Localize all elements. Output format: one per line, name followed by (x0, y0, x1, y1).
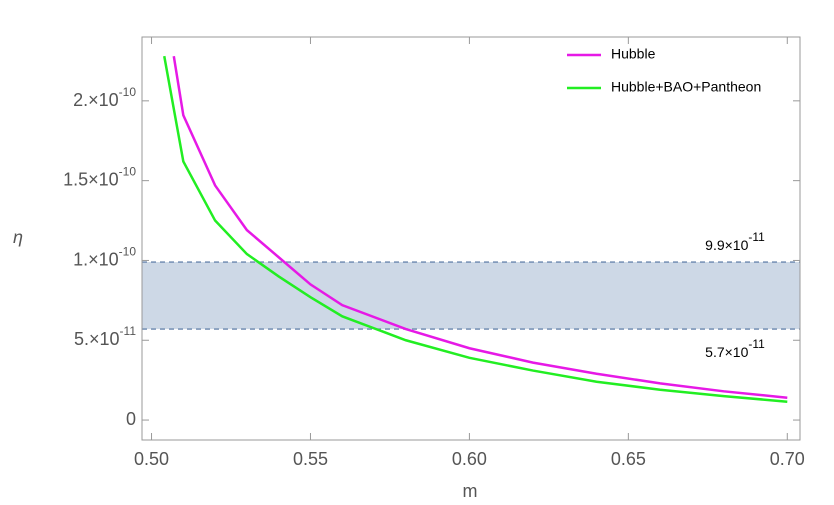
y-tick-label: 0 (126, 409, 136, 429)
y-tick-label-base: 5.×10 (74, 329, 120, 349)
y-tick-label: 2.×10-10 (73, 85, 136, 110)
y-tick-label-base: 2.×10 (73, 90, 119, 110)
y-tick-label-exponent: -10 (119, 165, 137, 179)
band-label-base: 5.7×10 (705, 344, 748, 360)
x-tick-label: 0.55 (293, 449, 328, 469)
y-tick-label-exponent: -11 (120, 324, 137, 338)
y-tick-label-base: 1.5×10 (63, 169, 119, 189)
x-tick-label: 0.65 (611, 449, 646, 469)
band (142, 262, 800, 330)
x-axis-label: m (463, 481, 478, 501)
line (172, 55, 788, 399)
x-tick-label: 0.50 (134, 449, 169, 469)
x-tick-label: 0.60 (452, 449, 487, 469)
line (163, 55, 788, 403)
y-tick-label: 1.×10-10 (73, 245, 136, 270)
band-label: 5.7×10-11 (705, 337, 765, 360)
band-label: 9.9×10-11 (705, 230, 765, 253)
band-label-exponent: -11 (748, 337, 765, 351)
y-tick-label: 5.×10-11 (74, 324, 136, 349)
legend-label: Hubble (611, 46, 656, 62)
x-tick-label: 0.70 (770, 449, 805, 469)
band-label-base: 9.9×10 (705, 237, 748, 253)
y-tick-label-exponent: -10 (119, 245, 137, 259)
y-tick-label: 1.5×10-10 (63, 165, 136, 190)
plot-frame (141, 36, 801, 441)
y-tick-label-exponent: -10 (119, 85, 137, 99)
band-label-exponent: -11 (748, 230, 765, 244)
y-axis-label: η (13, 227, 23, 247)
legend-label: Hubble+BAO+Pantheon (611, 79, 761, 95)
y-tick-label-base: 1.×10 (73, 249, 119, 269)
